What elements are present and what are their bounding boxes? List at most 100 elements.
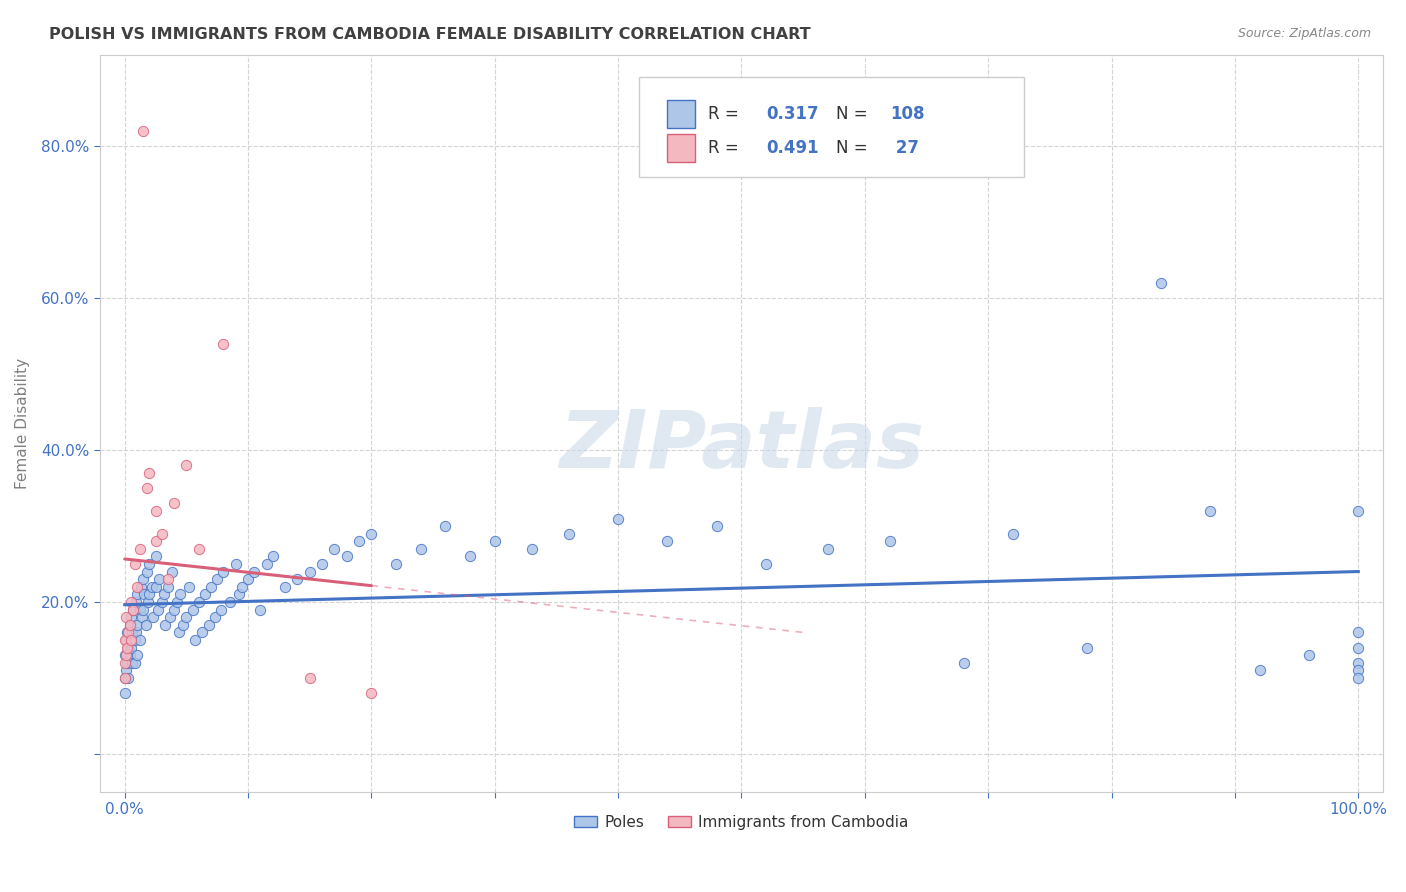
Point (1298, 648, 1320, 663)
Point (120, 633, 142, 648)
Point (115, 664, 138, 678)
Point (1199, 504, 1222, 518)
Point (150, 526, 173, 541)
Point (136, 595, 159, 609)
Point (128, 602, 150, 616)
Point (1347, 625, 1369, 640)
Point (132, 572, 155, 586)
Text: R =: R = (709, 105, 744, 123)
Point (163, 496, 186, 510)
Point (135, 618, 157, 632)
Point (118, 648, 141, 663)
Point (153, 587, 176, 601)
Point (817, 541, 839, 556)
Point (115, 648, 138, 663)
Point (311, 557, 333, 571)
Point (197, 618, 219, 632)
Point (1347, 640, 1369, 655)
Point (125, 587, 148, 601)
Point (114, 686, 136, 700)
Point (205, 572, 228, 586)
Point (114, 671, 136, 685)
Point (225, 557, 247, 571)
Point (155, 618, 177, 632)
Point (336, 549, 359, 564)
Text: 27: 27 (890, 139, 920, 157)
Text: R =: R = (709, 139, 744, 157)
Text: ZIPatlas: ZIPatlas (560, 407, 924, 484)
Point (706, 519, 728, 533)
Point (298, 565, 321, 579)
Point (166, 595, 188, 609)
Point (1347, 504, 1369, 518)
Point (212, 565, 235, 579)
Point (124, 656, 146, 670)
Point (1347, 656, 1369, 670)
Point (607, 511, 630, 525)
Point (323, 541, 346, 556)
Point (657, 534, 679, 549)
Point (114, 656, 136, 670)
Point (115, 640, 138, 655)
Point (755, 557, 778, 571)
Point (118, 618, 141, 632)
Point (141, 580, 163, 594)
Point (131, 610, 153, 624)
Point (169, 587, 191, 601)
Point (115, 610, 138, 624)
Point (212, 336, 235, 351)
Point (347, 534, 370, 549)
Point (231, 580, 253, 594)
Point (434, 519, 457, 533)
Point (520, 541, 543, 556)
Point (558, 526, 581, 541)
Point (879, 534, 901, 549)
Text: 0.491: 0.491 (766, 139, 818, 157)
Text: Source: ZipAtlas.com: Source: ZipAtlas.com (1237, 27, 1371, 40)
Point (167, 625, 190, 640)
Y-axis label: Female Disability: Female Disability (15, 358, 30, 489)
Point (122, 602, 145, 616)
Point (458, 549, 481, 564)
Point (124, 633, 146, 648)
Point (117, 640, 139, 655)
Point (187, 541, 209, 556)
Point (122, 602, 145, 616)
Point (274, 580, 297, 594)
Point (243, 565, 266, 579)
Point (115, 656, 138, 670)
Point (409, 541, 432, 556)
Point (121, 625, 143, 640)
Point (159, 610, 181, 624)
Legend: Poles, Immigrants from Cambodia: Poles, Immigrants from Cambodia (568, 809, 915, 836)
Point (360, 526, 382, 541)
Point (129, 580, 152, 594)
Point (172, 618, 194, 632)
Point (262, 549, 284, 564)
Point (1150, 276, 1173, 290)
Point (134, 587, 156, 601)
Point (120, 640, 142, 655)
Point (125, 618, 148, 632)
Point (132, 602, 155, 616)
Point (194, 587, 217, 601)
Point (1001, 526, 1024, 541)
Point (249, 602, 271, 616)
Point (120, 610, 142, 624)
Point (952, 656, 974, 670)
Point (125, 648, 148, 663)
Point (125, 580, 148, 594)
Text: N =: N = (837, 105, 873, 123)
Point (177, 580, 200, 594)
Point (176, 610, 198, 624)
Point (125, 595, 148, 609)
Point (138, 557, 160, 571)
Point (146, 602, 169, 616)
Point (135, 481, 157, 495)
Point (228, 587, 250, 601)
Point (176, 458, 198, 473)
Point (115, 625, 138, 640)
Point (298, 671, 321, 685)
Point (236, 572, 259, 586)
Point (145, 549, 167, 564)
